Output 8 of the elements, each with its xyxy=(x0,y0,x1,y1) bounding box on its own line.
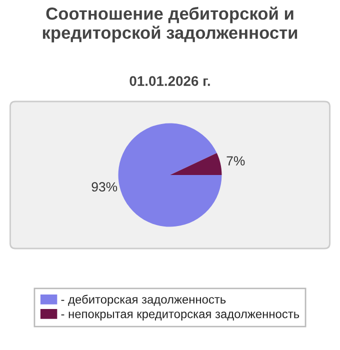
pie-slice xyxy=(118,123,222,227)
data-label: 7% xyxy=(226,156,245,166)
chart-subtitle: 01.01.2026 г. xyxy=(130,76,210,86)
data-label: 93% xyxy=(92,182,118,192)
legend-label: - непокрытая кредиторская задолженность xyxy=(61,312,300,321)
pie-slice xyxy=(170,152,222,175)
chart-title: Соотношение дебиторской и кредиторской задолженности xyxy=(42,6,298,42)
legend-label: - дебиторская задолженность xyxy=(61,294,226,306)
